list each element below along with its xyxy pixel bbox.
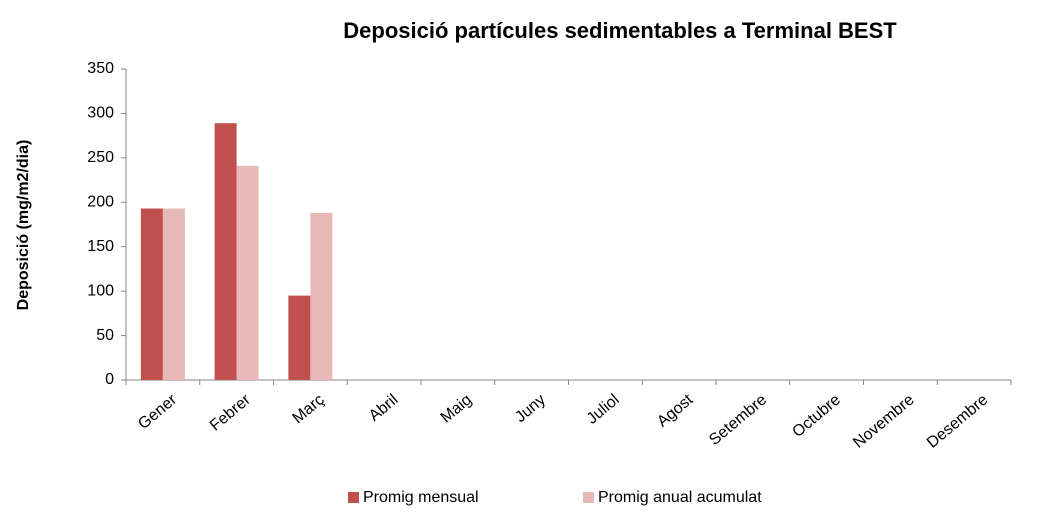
legend-label: Promig mensual [363, 489, 479, 506]
y-tick-label: 250 [87, 149, 114, 166]
legend-label: Promig anual acumulat [598, 489, 762, 506]
x-tick-label: Febrer [207, 391, 255, 435]
y-tick-label: 50 [96, 327, 114, 344]
y-tick-label: 150 [87, 238, 114, 255]
x-tick-label: Juny [512, 391, 549, 426]
legend-swatch [348, 492, 359, 503]
y-tick-label: 350 [87, 60, 114, 77]
legend-swatch [583, 492, 594, 503]
y-axis-label: Deposició (mg/m2/dia) [15, 140, 32, 311]
x-tick-label: Maig [438, 391, 476, 426]
x-tick-label: Octubre [789, 391, 844, 441]
bar [236, 165, 259, 380]
x-tick-label: Abril [366, 391, 401, 425]
x-tick-label: Agost [654, 391, 697, 431]
y-tick-label: 300 [87, 105, 114, 122]
bar [310, 212, 333, 380]
y-tick-label: 200 [87, 194, 114, 211]
bar [140, 208, 163, 380]
x-tick-label: Setembre [706, 391, 770, 449]
y-tick-label: 100 [87, 282, 114, 299]
x-tick-label: Gener [135, 391, 181, 433]
bar [288, 295, 311, 380]
x-tick-label: Novembre [850, 391, 918, 452]
bar [162, 208, 185, 380]
bar [214, 123, 237, 381]
y-tick-label: 0 [105, 371, 114, 388]
x-tick-label: Març [289, 391, 327, 427]
chart-title: Deposició partícules sedimentables a Ter… [343, 18, 897, 43]
x-tick-label: Desembre [924, 391, 992, 452]
x-tick-label: Juliol [584, 391, 623, 427]
